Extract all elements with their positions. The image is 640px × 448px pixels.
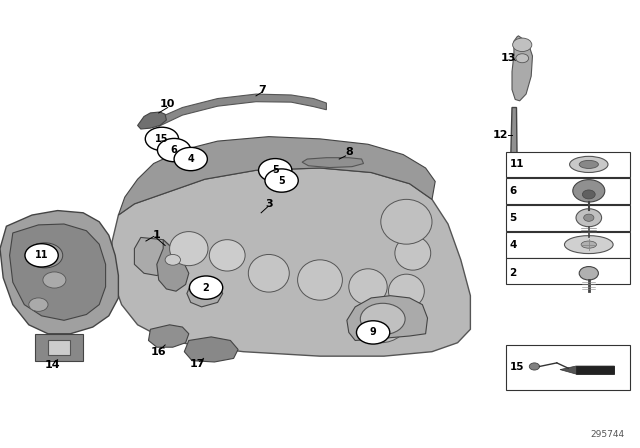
Circle shape xyxy=(25,244,58,267)
Circle shape xyxy=(579,267,598,280)
Polygon shape xyxy=(512,36,532,101)
Ellipse shape xyxy=(395,236,431,270)
Text: 1: 1 xyxy=(153,230,161,240)
Text: 2: 2 xyxy=(203,283,209,293)
Text: 11: 11 xyxy=(509,159,524,169)
Text: 3: 3 xyxy=(265,199,273,209)
Bar xyxy=(506,152,630,177)
Text: 5: 5 xyxy=(278,176,285,185)
Polygon shape xyxy=(148,325,189,347)
Ellipse shape xyxy=(581,241,596,248)
Circle shape xyxy=(189,276,223,299)
Text: 2: 2 xyxy=(509,268,516,278)
Bar xyxy=(35,334,83,361)
Bar xyxy=(506,205,630,231)
Polygon shape xyxy=(302,158,364,168)
Polygon shape xyxy=(0,211,118,334)
Bar xyxy=(506,178,630,204)
Circle shape xyxy=(27,243,63,268)
Text: 295744: 295744 xyxy=(590,430,624,439)
Text: 17: 17 xyxy=(189,359,205,369)
Ellipse shape xyxy=(349,269,387,305)
Circle shape xyxy=(582,190,595,199)
Circle shape xyxy=(360,303,405,335)
Circle shape xyxy=(516,54,529,63)
Text: 10: 10 xyxy=(160,99,175,109)
Circle shape xyxy=(157,138,191,162)
Polygon shape xyxy=(112,168,470,356)
Circle shape xyxy=(145,127,179,151)
Circle shape xyxy=(35,249,54,262)
Circle shape xyxy=(165,254,180,265)
Text: 4: 4 xyxy=(188,154,194,164)
Text: 15: 15 xyxy=(155,134,169,144)
Circle shape xyxy=(259,159,292,182)
Text: 9: 9 xyxy=(370,327,376,337)
Ellipse shape xyxy=(564,236,613,254)
Polygon shape xyxy=(187,280,223,307)
Ellipse shape xyxy=(579,160,598,168)
Ellipse shape xyxy=(209,240,245,271)
Polygon shape xyxy=(184,337,238,362)
Circle shape xyxy=(513,38,532,52)
Text: 5: 5 xyxy=(272,165,278,175)
Bar xyxy=(506,232,630,258)
Polygon shape xyxy=(10,224,106,320)
Polygon shape xyxy=(511,108,517,164)
Circle shape xyxy=(573,180,605,202)
Ellipse shape xyxy=(388,274,424,308)
Text: 14: 14 xyxy=(45,360,60,370)
Text: 6: 6 xyxy=(171,145,177,155)
Circle shape xyxy=(529,363,540,370)
Ellipse shape xyxy=(170,232,208,266)
Circle shape xyxy=(43,272,66,288)
Text: 13: 13 xyxy=(501,53,516,63)
Polygon shape xyxy=(560,366,614,374)
Ellipse shape xyxy=(298,260,342,300)
Text: 4: 4 xyxy=(509,240,517,250)
Text: 6: 6 xyxy=(509,186,516,196)
Bar xyxy=(576,366,614,374)
Text: 11: 11 xyxy=(35,250,49,260)
Circle shape xyxy=(584,214,594,221)
Ellipse shape xyxy=(248,254,289,292)
Text: 15: 15 xyxy=(509,362,524,372)
Polygon shape xyxy=(157,94,326,126)
Polygon shape xyxy=(118,137,435,215)
Polygon shape xyxy=(347,296,428,340)
Bar xyxy=(506,258,630,284)
Ellipse shape xyxy=(354,298,408,343)
Text: 8: 8 xyxy=(345,147,353,157)
Circle shape xyxy=(29,298,48,311)
Text: 16: 16 xyxy=(150,347,166,357)
Text: 5: 5 xyxy=(509,213,516,223)
Bar xyxy=(48,340,70,355)
Ellipse shape xyxy=(570,156,608,172)
Circle shape xyxy=(356,321,390,344)
Circle shape xyxy=(174,147,207,171)
Polygon shape xyxy=(157,240,189,291)
Text: 7: 7 xyxy=(259,85,266,95)
Ellipse shape xyxy=(381,199,432,244)
Polygon shape xyxy=(134,237,176,276)
Bar xyxy=(506,345,630,390)
Circle shape xyxy=(576,209,602,227)
Polygon shape xyxy=(138,112,166,129)
Text: 12: 12 xyxy=(493,130,508,140)
Circle shape xyxy=(265,169,298,192)
